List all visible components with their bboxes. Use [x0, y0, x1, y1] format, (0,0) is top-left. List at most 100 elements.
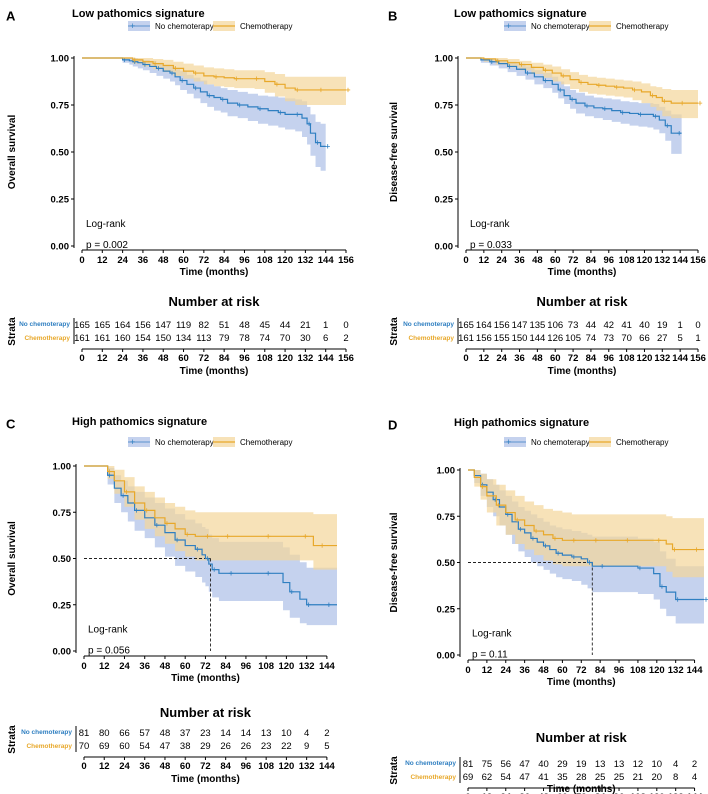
x-tick-label: 132 — [299, 661, 315, 672]
risk-x-tick-label: 72 — [568, 353, 579, 364]
risk-x-tick-label: 12 — [479, 353, 490, 364]
censor-mark — [495, 58, 500, 64]
risk-x-tick-label: 96 — [239, 353, 250, 364]
y-tick-label: 0.50 — [435, 148, 454, 159]
censor-mark — [560, 73, 566, 79]
risk-count-no-chemo: 44 — [586, 320, 597, 331]
x-tick-label: 24 — [119, 661, 130, 672]
risk-count-no-chemo: 1 — [323, 320, 328, 331]
y-tick-label: 0.25 — [435, 195, 454, 206]
x-tick-label: 120 — [637, 255, 653, 266]
censor-mark — [185, 532, 190, 537]
risk-count-no-chemo: 37 — [180, 728, 191, 739]
risk-count-no-chemo: 29 — [557, 759, 568, 770]
censor-mark — [675, 597, 680, 602]
x-tick-label: 120 — [277, 255, 293, 266]
censor-mark — [325, 144, 330, 149]
ci-band-chemo — [84, 466, 337, 570]
risk-count-no-chemo: 66 — [119, 728, 130, 739]
risk-x-tick-label: 120 — [649, 792, 665, 794]
x-tick-label: 84 — [220, 661, 231, 672]
censor-mark — [306, 121, 312, 126]
risk-count-chemo: 4 — [692, 772, 697, 783]
x-tick-label: 108 — [257, 255, 273, 266]
risk-count-no-chemo: 75 — [482, 759, 493, 770]
x-tick-label: 72 — [199, 255, 210, 266]
risk-count-no-chemo: 45 — [259, 320, 270, 331]
km-line-chemo — [468, 469, 704, 551]
censor-mark — [306, 602, 311, 607]
censor-mark — [319, 543, 325, 548]
risk-x-tick-label: 84 — [219, 353, 230, 364]
risk-x-tick-label: 144 — [318, 353, 335, 364]
panel-title: High pathomics signature — [454, 417, 589, 429]
risk-count-chemo: 22 — [281, 741, 292, 752]
risk-count-no-chemo: 81 — [463, 759, 474, 770]
log-rank-label: Log-rank — [86, 219, 126, 230]
risk-count-chemo: 154 — [135, 333, 151, 344]
legend-marker-no-chemo: + — [506, 21, 511, 31]
x-tick-label: 144 — [687, 665, 704, 676]
strata-label-no-chemo: No chemoterapy — [21, 729, 72, 736]
y-tick-label: 0.50 — [437, 558, 456, 569]
x-tick-label: 60 — [178, 255, 189, 266]
x-tick-label: 36 — [519, 665, 530, 676]
panel-letter: B — [388, 9, 397, 24]
risk-count-no-chemo: 48 — [160, 728, 171, 739]
risk-x-axis-title: Time (months) — [171, 774, 240, 785]
risk-x-tick-label: 12 — [482, 792, 493, 794]
legend-label-no-chemo: No chemoterapy — [531, 438, 590, 447]
censor-mark — [653, 114, 658, 119]
risk-x-tick-label: 120 — [278, 761, 294, 772]
risk-count-chemo: 69 — [463, 772, 474, 783]
y-tick-label: 0.50 — [53, 554, 72, 565]
risk-table-title: Number at risk — [160, 705, 252, 720]
x-tick-label: 12 — [479, 255, 490, 266]
censor-mark — [525, 70, 530, 76]
y-tick-label: 0.75 — [435, 101, 454, 112]
risk-x-tick-label: 48 — [538, 792, 549, 794]
risk-count-chemo: 74 — [586, 333, 597, 344]
censor-mark — [596, 83, 602, 88]
risk-count-chemo: 5 — [678, 333, 683, 344]
risk-count-chemo: 161 — [94, 333, 110, 344]
legend-band-no-chemo — [128, 21, 150, 31]
strata-title: Strata — [389, 317, 400, 346]
risk-x-tick-label: 72 — [199, 353, 210, 364]
legend-label-chemo: Chemotherapy — [616, 438, 668, 447]
km-line-chemo — [82, 57, 346, 91]
x-tick-label: 48 — [160, 661, 171, 672]
censor-mark — [134, 508, 139, 513]
p-value: p = 0.033 — [470, 240, 512, 251]
y-tick-label: 1.00 — [435, 54, 454, 65]
legend-label-chemo: Chemotherapy — [240, 438, 292, 447]
risk-count-chemo: 47 — [519, 772, 530, 783]
censor-mark — [174, 537, 180, 543]
x-tick-label: 0 — [463, 255, 468, 266]
legend: + No chemoterapy Chemotherapy — [504, 21, 668, 31]
censor-mark — [602, 106, 608, 111]
censor-mark — [599, 564, 605, 569]
risk-count-chemo: 35 — [557, 772, 568, 783]
risk-count-no-chemo: 47 — [519, 759, 530, 770]
x-tick-label: 72 — [568, 255, 579, 266]
censor-mark — [638, 112, 643, 117]
x-tick-label: 108 — [630, 665, 646, 676]
x-tick-label: 156 — [338, 255, 354, 266]
y-tick-label: 0.25 — [437, 604, 456, 615]
panel-title: Low pathomics signature — [72, 8, 205, 20]
risk-x-tick-label: 36 — [514, 353, 525, 364]
risk-count-chemo: 62 — [482, 772, 493, 783]
risk-count-no-chemo: 2 — [692, 759, 697, 770]
x-tick-label: 12 — [482, 665, 493, 676]
km-line-no-chemo — [82, 57, 326, 147]
panel-d: D High pathomics signature + No chemoterapy… — [388, 417, 708, 794]
risk-x-tick-label: 12 — [99, 761, 110, 772]
legend-label-chemo: Chemotherapy — [616, 22, 668, 31]
y-tick-label: 0.50 — [51, 148, 70, 159]
x-axis-title: Time (months) — [171, 673, 240, 684]
censor-mark — [637, 565, 643, 571]
risk-count-no-chemo: 4 — [673, 759, 678, 770]
risk-x-tick-label: 0 — [465, 792, 470, 794]
